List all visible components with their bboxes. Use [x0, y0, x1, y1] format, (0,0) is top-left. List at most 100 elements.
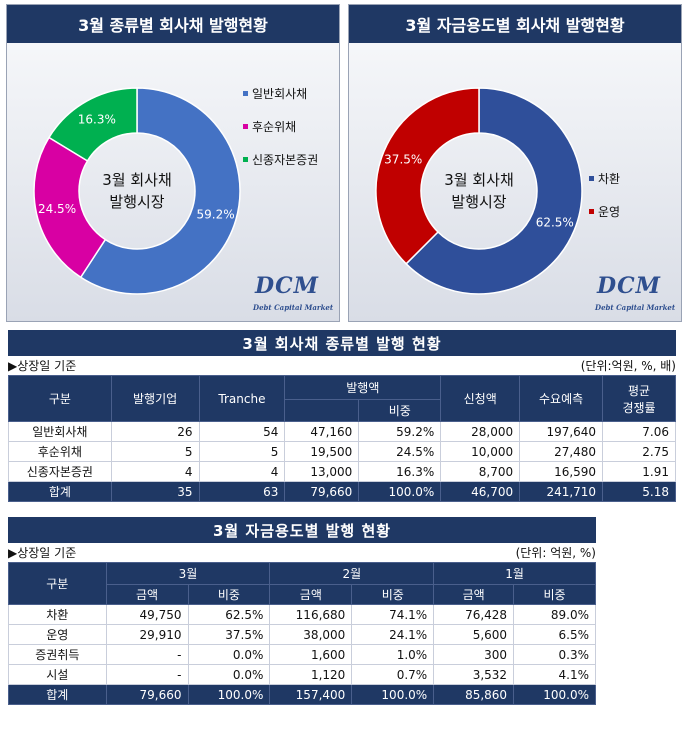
cell: 28,000 [440, 421, 521, 442]
col-header-line: 평균 [627, 383, 651, 398]
donut-slice-3 [47, 87, 138, 162]
table2-unit: (단위: 억원, %) [515, 546, 596, 560]
cell: 100.0% [187, 684, 271, 705]
cell: 197,640 [519, 421, 604, 442]
legend-swatch [589, 209, 594, 214]
table2-basis: ▶상장일 기준 [8, 546, 77, 560]
slice-value-label: 16.3% [78, 113, 116, 127]
col-header: 1월 [433, 562, 596, 585]
cell: 1,120 [269, 664, 353, 685]
cell: 4.1% [513, 664, 596, 685]
cell: 100.0% [358, 481, 442, 502]
cell: 1.91 [602, 461, 676, 482]
cell: 24.1% [351, 624, 435, 645]
cell: 100.0% [351, 684, 435, 705]
cell: 13,000 [284, 461, 360, 482]
chart-title: 3월 종류별 회사채 발행현황 [7, 5, 339, 43]
slice-value-label: 59.2% [197, 207, 235, 221]
col-header: 2월 [269, 562, 435, 585]
cell: 49,750 [105, 604, 189, 625]
cell: 후순위채 [8, 441, 112, 462]
cell: - [105, 644, 189, 665]
cell: 76,428 [433, 604, 515, 625]
col-header: 비중 [351, 584, 435, 605]
cell: 116,680 [269, 604, 353, 625]
legend-label: 후순위채 [252, 120, 297, 134]
donut-center-label: 3월 회사채 [444, 171, 514, 189]
cell: 85,860 [433, 684, 515, 705]
cell: 1.0% [351, 644, 435, 665]
cell: 38,000 [269, 624, 353, 645]
cell: 27,480 [519, 441, 604, 462]
cell: 79,660 [284, 481, 360, 502]
col-header: 3월 [105, 562, 271, 585]
col-header: 금액 [105, 584, 189, 605]
donut-slice-1 [405, 87, 583, 295]
cell: 합계 [8, 684, 107, 705]
legend-item: 후순위채 [243, 118, 318, 135]
col-header: 구분 [8, 375, 112, 422]
cell: 54 [198, 421, 286, 442]
table-row: 시설 - 0.0% 1,120 0.7% 3,532 4.1% [8, 664, 596, 685]
table-row: 운영 29,910 37.5% 38,000 24.1% 5,600 6.5% [8, 624, 596, 645]
chart-legend: 일반회사채 후순위채 신종자본증권 [243, 85, 318, 184]
legend-label: 운영 [598, 205, 621, 219]
col-header: 평균 경쟁률 [602, 375, 676, 422]
table-by-type: 구분 발행기업 Tranche 발행액 신청액 수요예측 평균 경쟁률 비중 일반… [8, 375, 676, 502]
cell: 157,400 [269, 684, 353, 705]
table-by-use: 구분 3월 2월 1월 금액 비중 금액 비중 금액 비중 차환 49,750 … [8, 562, 596, 705]
cell: 8,700 [440, 461, 521, 482]
cell: 63 [198, 481, 286, 502]
col-header: 금액 [433, 584, 515, 605]
legend-item: 신종자본증권 [243, 151, 318, 168]
cell: 증권취득 [8, 644, 107, 665]
table1-unit: (단위:억원, %, 배) [580, 359, 676, 373]
table-total-row: 합계 35 63 79,660 100.0% 46,700 241,710 5.… [8, 481, 676, 502]
col-header: 발행액 [284, 375, 442, 400]
table-row: 신종자본증권 4 4 13,000 16.3% 8,700 16,590 1.9… [8, 461, 676, 482]
cell: 4 [198, 461, 286, 482]
cell: 일반회사채 [8, 421, 112, 442]
cell: 300 [433, 644, 515, 665]
legend-swatch [243, 124, 248, 129]
cell: 7.06 [602, 421, 676, 442]
table1-basis: ▶상장일 기준 [8, 359, 77, 373]
cell: 24.5% [358, 441, 442, 462]
chart-panel-by-type: 3월 종류별 회사채 발행현황 59.2% 24.5% 16.3% 3월 회사채 발행시… [6, 4, 340, 322]
table1-title: 3월 회사채 종류별 발행 현황 [8, 330, 676, 356]
cell: 신종자본증권 [8, 461, 112, 482]
cell: 운영 [8, 624, 107, 645]
col-header: 비중 [513, 584, 596, 605]
table-row: 차환 49,750 62.5% 116,680 74.1% 76,428 89.… [8, 604, 596, 625]
cell: 0.7% [351, 664, 435, 685]
donut-slice-2 [375, 87, 480, 265]
table-row: 증권취득 - 0.0% 1,600 1.0% 300 0.3% [8, 644, 596, 665]
cell: 10,000 [440, 441, 521, 462]
cell: 241,710 [519, 481, 604, 502]
chart-panel-by-use: 3월 자금용도별 회사채 발행현황 62.5% 37.5% 3월 회사채 발행시장 차… [348, 4, 682, 322]
slice-value-label: 24.5% [38, 202, 76, 216]
legend-label: 차환 [598, 172, 621, 186]
cell: 5 [198, 441, 286, 462]
donut-slice-1 [79, 87, 241, 295]
cell: 46,700 [440, 481, 521, 502]
slice-value-label: 62.5% [536, 215, 574, 229]
table-row: 일반회사채 26 54 47,160 59.2% 28,000 197,640 … [8, 421, 676, 442]
cell: 74.1% [351, 604, 435, 625]
cell: 차환 [8, 604, 107, 625]
cell: 1,600 [269, 644, 353, 665]
cell: 37.5% [187, 624, 271, 645]
cell: - [105, 664, 189, 685]
cell: 시설 [8, 664, 107, 685]
cell: 0.0% [187, 664, 271, 685]
cell: 100.0% [513, 684, 596, 705]
legend-label: 신종자본증권 [252, 153, 319, 167]
cell: 59.2% [358, 421, 442, 442]
legend-swatch [243, 91, 248, 96]
table-total-row: 합계 79,660 100.0% 157,400 100.0% 85,860 1… [8, 684, 596, 705]
col-header: 신청액 [440, 375, 521, 422]
legend-label: 일반회사채 [252, 87, 308, 101]
cell: 35 [110, 481, 200, 502]
